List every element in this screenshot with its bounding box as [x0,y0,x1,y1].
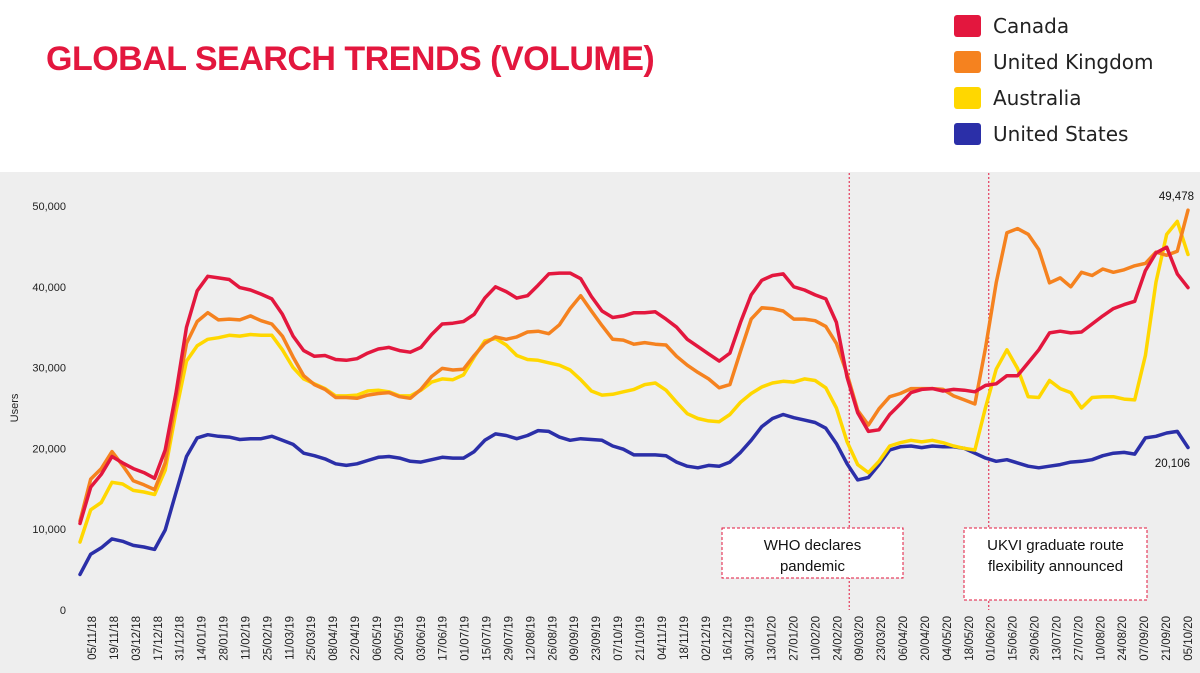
x-tick-label: 17/12/18 [153,616,165,661]
x-tick-label: 25/02/19 [262,616,274,661]
legend-swatch-united-kingdom [954,51,981,73]
x-tick-label: 06/04/20 [898,616,910,661]
x-tick-label: 10/08/20 [1095,616,1107,661]
x-tick-label: 24/02/20 [832,616,844,661]
x-tick-label: 09/09/19 [569,616,581,661]
x-tick-label: 07/10/19 [613,616,625,661]
x-tick-label: 11/03/19 [284,616,296,660]
x-tick-label: 06/05/19 [372,616,384,661]
legend-item-australia: Australia [954,84,1081,112]
x-tick-label: 11/02/19 [240,616,252,660]
x-tick-label: 21/10/19 [635,616,647,661]
x-tick-label: 23/09/19 [591,616,603,661]
y-tick-label: 10,000 [32,524,66,536]
x-tick-label: 12/08/19 [525,616,537,661]
x-tick-label: 08/04/19 [328,616,340,661]
data-label-us-end: 20,106 [1155,458,1190,470]
series-line-united-kingdom [78,208,1190,523]
x-tick-label: 27/01/20 [788,616,800,661]
x-tick-label: 03/12/18 [131,616,143,661]
ukvi-annotation-box-text: UKVI graduate route [987,537,1124,554]
y-tick-label: 40,000 [32,282,66,294]
ukvi-annotation-box-text: flexibility announced [988,558,1123,575]
legend-swatch-australia [954,87,981,109]
who-annotation-box-text: WHO declares [764,537,862,554]
data-label-uk-end: 49,478 [1159,191,1194,203]
x-tick-label: 19/11/18 [109,616,121,660]
x-tick-label: 05/11/18 [87,616,99,660]
x-tick-label: 18/05/20 [964,616,976,661]
page-title: GLOBAL SEARCH TRENDS (VOLUME) [46,40,655,78]
series-line-australia [78,219,1190,544]
series-line-canada [78,245,1190,526]
x-tick-label: 18/11/19 [679,616,691,660]
legend-swatch-united-states [954,123,981,145]
x-tick-label: 07/09/20 [1139,616,1151,661]
x-tick-label: 29/07/19 [503,616,515,661]
y-tick-label: 50,000 [32,201,66,213]
x-tick-label: 16/12/19 [723,616,735,661]
x-tick-label: 15/06/20 [1008,616,1020,661]
x-tick-label: 05/10/20 [1183,616,1195,661]
x-tick-label: 17/06/19 [438,616,450,661]
x-tick-label: 24/08/20 [1117,616,1129,661]
legend: Canada United Kingdom Australia United S… [908,0,1200,172]
x-tick-label: 15/07/19 [482,616,494,661]
legend-label: United Kingdom [993,50,1154,74]
x-tick-label: 04/11/19 [657,616,669,660]
x-tick-label: 01/07/19 [460,616,472,661]
legend-item-canada: Canada [954,12,1069,40]
legend-item-united-states: United States [954,120,1128,148]
x-tick-label: 31/12/18 [175,616,187,661]
x-tick-label: 26/08/19 [547,616,559,661]
x-tick-label: 13/01/20 [767,616,779,661]
x-tick-label: 04/05/20 [942,616,954,661]
y-tick-label: 0 [60,605,66,617]
who-annotation-box [721,527,904,579]
x-tick-label: 01/06/20 [986,616,998,661]
x-tick-label: 27/07/20 [1073,616,1085,661]
x-tick-label: 03/06/19 [416,616,428,661]
ukvi-annotation-box [963,527,1148,601]
x-tick-label: 20/05/19 [394,616,406,661]
x-tick-label: 09/03/20 [854,616,866,661]
x-tick-label: 23/03/20 [876,616,888,661]
legend-label: United States [993,122,1129,146]
legend-label: Australia [993,86,1082,110]
x-tick-label: 10/02/20 [810,616,822,661]
who-annotation-box-text: pandemic [780,558,846,575]
y-tick-label: 30,000 [32,363,66,375]
x-tick-label: 20/04/20 [920,616,932,661]
x-tick-label: 29/06/20 [1030,616,1042,661]
x-tick-label: 13/07/20 [1051,616,1063,661]
x-tick-label: 30/12/19 [745,616,757,661]
x-tick-label: 22/04/19 [350,616,362,661]
legend-swatch-canada [954,15,981,37]
x-tick-label: 14/01/19 [197,616,209,661]
y-axis-label: Users [9,393,21,422]
y-tick-label: 20,000 [32,443,66,455]
legend-item-united-kingdom: United Kingdom [954,48,1154,76]
x-tick-label: 28/01/19 [219,616,231,661]
series-line-united-states [78,412,1190,577]
x-tick-label: 25/03/19 [306,616,318,661]
x-tick-label: 02/12/19 [701,616,713,661]
x-tick-label: 21/09/20 [1161,616,1173,661]
legend-label: Canada [993,14,1070,38]
